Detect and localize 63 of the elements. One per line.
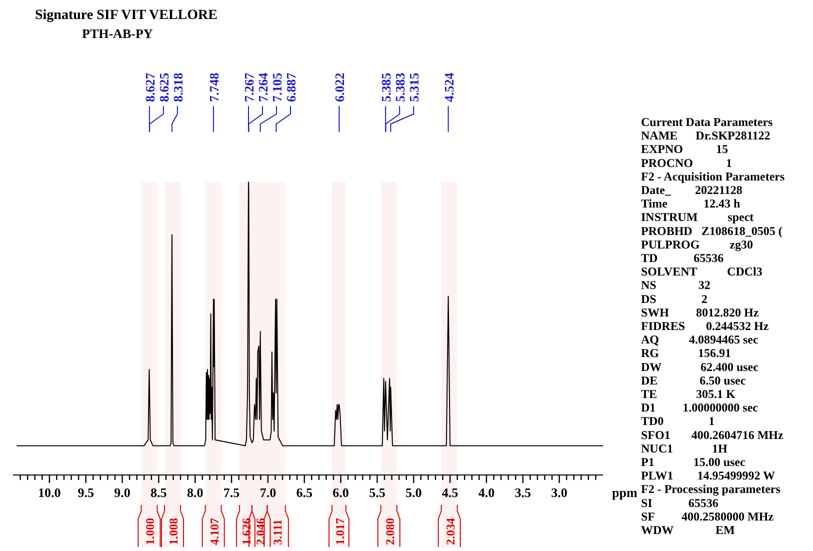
text: PLW1 14.95499992 W xyxy=(641,468,776,483)
text: DS 2 xyxy=(641,292,708,306)
text: PROCNO 1 xyxy=(641,156,732,170)
text: F2 - Processing parameters xyxy=(641,482,781,496)
text: NAME Dr.SKP281122 xyxy=(641,128,770,143)
text: Current Data Parameters xyxy=(641,115,774,129)
band-label: 3.111 xyxy=(270,519,284,545)
text: TD 65536 xyxy=(641,251,724,265)
text: Date_ 20221128 xyxy=(641,183,742,197)
text: Time 12.43 h xyxy=(641,196,740,211)
x-tick-label: 4.0 xyxy=(478,485,495,500)
peak-label: 7.748 xyxy=(206,72,222,132)
x-tick-label: 5.5 xyxy=(369,485,386,500)
x-tick-label: 9.5 xyxy=(78,485,94,500)
text: FIDRES 0.244532 Hz xyxy=(641,319,770,333)
text: RG 156.91 xyxy=(641,346,731,360)
x-tick-label: 3.5 xyxy=(514,485,532,500)
x-tick-label: 8.0 xyxy=(186,485,204,500)
text: SOLVENT CDCl3 xyxy=(641,264,762,279)
peak-label: 8.627 xyxy=(142,72,158,132)
band-label: 1.008 xyxy=(166,518,181,545)
x-tick-label: 3.0 xyxy=(551,485,568,500)
peak-label: 5.385 xyxy=(378,72,394,132)
x-tick-label: 4.5 xyxy=(442,485,459,500)
text: SFO1 400.2604716 MHz xyxy=(641,428,784,442)
text: INSTRUM spect xyxy=(641,210,754,224)
text: DE 6.50 usec xyxy=(641,373,746,388)
peak-label: 4.524 xyxy=(441,72,456,132)
peak-label: 6.022 xyxy=(332,72,348,132)
text: SWH 8012.820 Hz xyxy=(641,305,760,320)
x-tick-label: 6.5 xyxy=(296,485,313,500)
text: NS 32 xyxy=(641,278,710,292)
band-label: 4.107 xyxy=(207,518,222,545)
text: DW 62.400 usec xyxy=(641,360,760,374)
x-axis-title: ppm xyxy=(612,485,638,500)
x-tick-label: 10.0 xyxy=(38,485,61,500)
chart-subtitle: PTH-AB-PY xyxy=(82,26,154,41)
x-tick-label: 7.5 xyxy=(223,485,240,500)
x-tick-label: 6.0 xyxy=(332,485,349,500)
text: SF 400.2580000 MHz xyxy=(641,509,774,524)
peak-label: 8.318 xyxy=(170,72,186,132)
text: PULPROG zg30 xyxy=(641,237,753,252)
text: F2 - Acquisition Parameters xyxy=(641,169,785,184)
text: PROBHD Z108618_0505 ( xyxy=(641,224,782,238)
text: NUC1 1H xyxy=(641,441,728,456)
text: EXPNO 15 xyxy=(641,142,728,156)
peak-label: 7.267 xyxy=(242,72,256,132)
x-tick-label: 9.0 xyxy=(114,485,130,500)
x-tick-label: 7.0 xyxy=(260,485,276,500)
x-tick-label: 5.0 xyxy=(405,485,422,500)
band-label: 2.034 xyxy=(443,518,458,545)
chart-title: Signature SIF VIT VELLORE xyxy=(35,8,218,23)
band-label: 1.017 xyxy=(332,518,347,545)
band-label: 1.000 xyxy=(143,518,158,545)
text: WDW EM xyxy=(641,523,735,537)
x-tick-label: 8.5 xyxy=(150,485,168,500)
text: SI 65536 xyxy=(641,496,718,510)
text: D1 1.00000000 sec xyxy=(641,400,759,415)
text: TD0 1 xyxy=(641,414,715,428)
text: P1 15.00 usec xyxy=(641,455,746,469)
text: AQ 4.0894465 sec xyxy=(641,332,759,347)
band-label: 2.080 xyxy=(382,518,397,545)
text: TE 305.1 K xyxy=(641,387,736,401)
